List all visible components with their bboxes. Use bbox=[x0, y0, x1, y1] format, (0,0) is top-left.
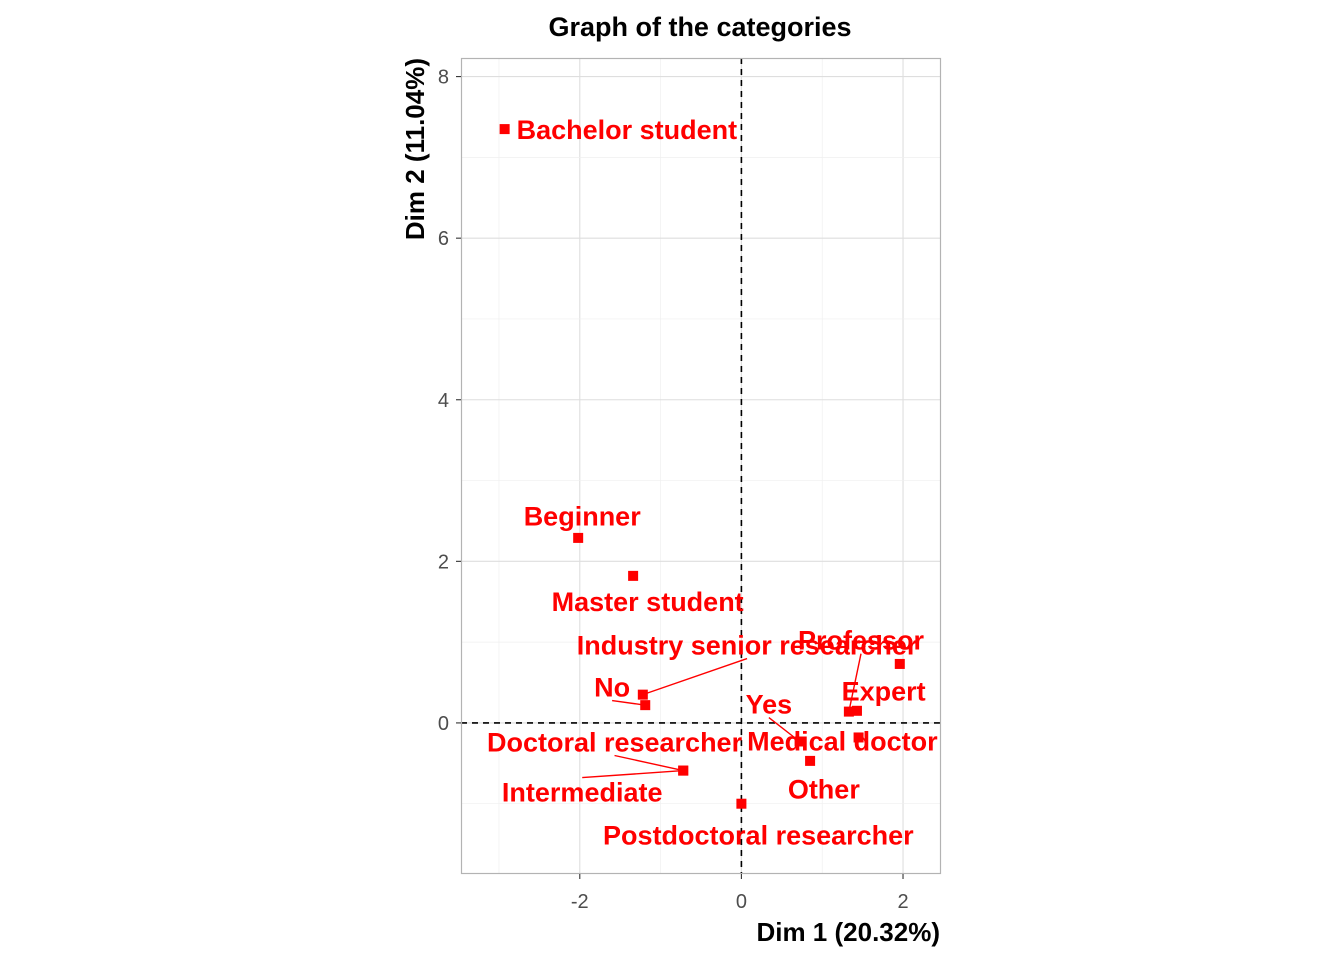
label-connectors bbox=[582, 653, 862, 779]
data-point bbox=[853, 732, 864, 743]
data-label: Other bbox=[788, 774, 861, 804]
chart-title: Graph of the categories bbox=[548, 12, 851, 42]
reference-lines bbox=[461, 58, 941, 874]
data-point bbox=[640, 700, 651, 711]
data-point bbox=[628, 570, 639, 581]
data-label: Expert bbox=[842, 677, 926, 707]
data-point bbox=[678, 765, 689, 776]
label-connector bbox=[768, 716, 801, 743]
label-connector bbox=[642, 657, 748, 696]
data-point bbox=[851, 705, 862, 716]
data-label: Doctoral researcher bbox=[487, 728, 743, 758]
y-tick-label: 8 bbox=[438, 67, 449, 89]
data-labels: Bachelor student Beginner Master student In… bbox=[487, 115, 938, 850]
data-label: Intermediate bbox=[502, 778, 663, 808]
data-label: Bachelor student bbox=[517, 115, 738, 145]
data-point bbox=[894, 658, 905, 669]
y-tick-label: 2 bbox=[438, 551, 449, 573]
data-label: Industry senior researcher bbox=[577, 631, 918, 661]
data-label: Professor bbox=[798, 626, 925, 656]
data-label: No bbox=[594, 673, 630, 703]
x-axis-title: Dim 1 (20.32%) bbox=[756, 917, 940, 947]
data-point bbox=[573, 532, 584, 543]
label-connector bbox=[848, 653, 862, 712]
data-points bbox=[499, 124, 905, 809]
data-point bbox=[637, 689, 648, 700]
label-connector bbox=[582, 769, 684, 779]
y-tick-label: 4 bbox=[438, 390, 449, 412]
data-point bbox=[843, 706, 854, 717]
label-connector bbox=[614, 754, 684, 772]
data-point bbox=[736, 798, 747, 809]
x-tick-label: 2 bbox=[897, 891, 908, 913]
data-label: Postdoctoral researcher bbox=[603, 820, 914, 850]
y-axis-title: Dim 2 (11.04%) bbox=[400, 58, 430, 240]
data-label: Beginner bbox=[524, 501, 642, 531]
data-point bbox=[794, 736, 805, 747]
label-connector bbox=[612, 699, 646, 706]
x-axis-ticks: -2 0 2 bbox=[571, 874, 909, 913]
plot-border bbox=[460, 57, 942, 875]
data-label: Yes bbox=[746, 690, 793, 720]
y-tick-label: 6 bbox=[438, 228, 449, 250]
data-point bbox=[805, 755, 816, 766]
y-tick-label: 0 bbox=[438, 713, 449, 735]
y-axis-ticks: 0 2 4 6 8 bbox=[438, 67, 461, 735]
x-tick-label: 0 bbox=[736, 891, 747, 913]
x-tick-label: -2 bbox=[571, 891, 589, 913]
data-label: Master student bbox=[552, 587, 744, 617]
data-point bbox=[499, 124, 510, 135]
data-label: Medical doctor bbox=[747, 727, 938, 757]
